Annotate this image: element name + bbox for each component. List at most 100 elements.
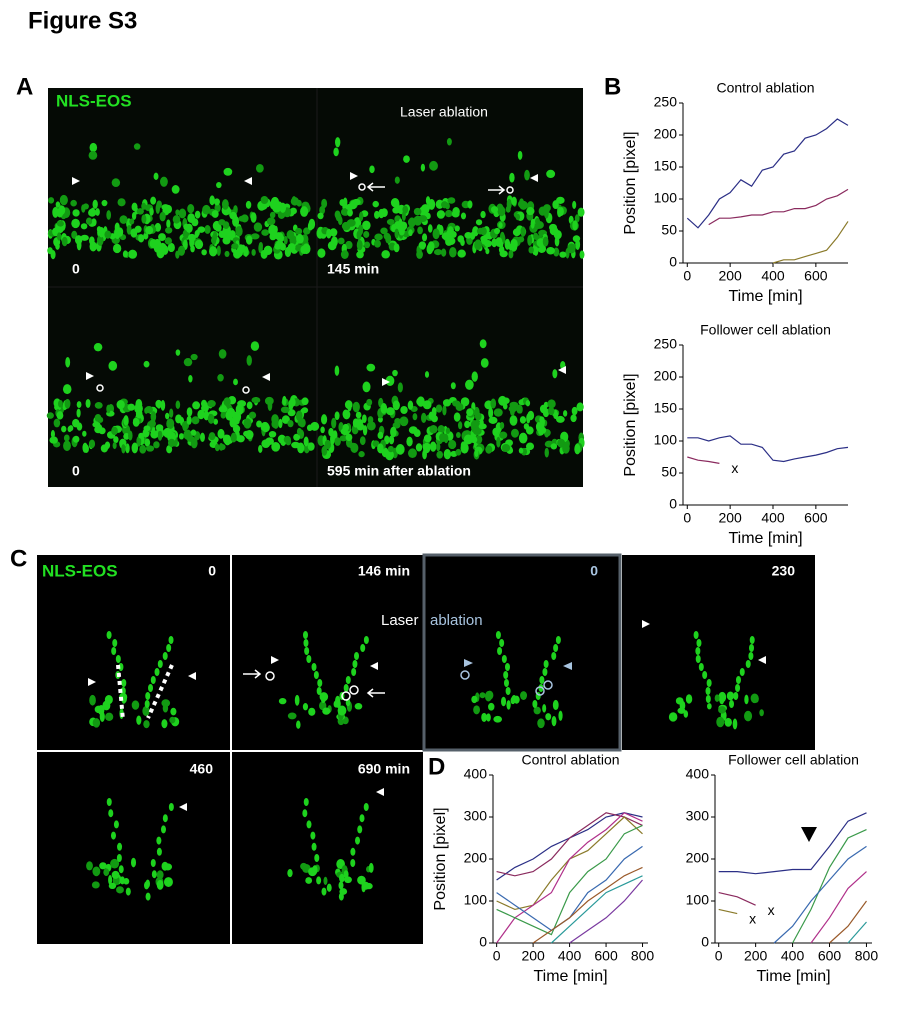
nucleus — [555, 636, 561, 644]
nucleus — [160, 400, 166, 411]
nucleus — [321, 198, 328, 209]
nucleus — [360, 644, 366, 652]
y-tick-label: 150 — [654, 158, 678, 174]
nucleus — [471, 371, 478, 382]
nucleus — [729, 700, 735, 708]
nucleus — [422, 233, 428, 242]
nucleus — [361, 414, 367, 423]
nucleus — [547, 406, 555, 416]
nucleus — [334, 365, 340, 376]
nucleus — [154, 668, 160, 676]
nucleus — [92, 866, 101, 877]
annotation: ablation — [430, 612, 483, 629]
nucleus — [343, 870, 349, 879]
nucleus — [359, 436, 366, 446]
nucleus — [350, 859, 356, 867]
x-tick-label: 400 — [781, 948, 805, 964]
nucleus — [133, 143, 141, 150]
nucleus — [283, 435, 292, 444]
y-tick-label: 250 — [654, 94, 678, 110]
x-tick-label: 400 — [558, 948, 582, 964]
y-tick-label: 250 — [654, 336, 678, 352]
nucleus — [94, 413, 102, 422]
nucleus — [567, 243, 576, 254]
nucleus — [212, 230, 218, 242]
nucleus — [128, 249, 138, 259]
nucleus — [115, 655, 121, 663]
x-tick-label: 200 — [744, 948, 768, 964]
nucleus — [138, 432, 145, 439]
nucleus — [488, 416, 498, 424]
nucleus — [116, 886, 124, 894]
nucleus — [357, 875, 366, 885]
y-tick-label: 200 — [686, 850, 710, 866]
nucleus — [71, 218, 80, 229]
nucleus — [445, 209, 453, 218]
nucleus — [501, 443, 511, 452]
nucleus — [89, 694, 96, 706]
nucleus — [474, 448, 479, 458]
nucleus — [312, 865, 318, 874]
nucleus — [551, 716, 557, 727]
nucleus — [209, 246, 218, 257]
x-tick-label: 200 — [521, 948, 545, 964]
nucleus — [408, 217, 416, 228]
nucleus — [59, 194, 68, 206]
nucleus — [424, 371, 430, 378]
nucleus — [385, 233, 392, 244]
nucleus — [111, 178, 121, 188]
nucleus — [338, 892, 344, 901]
nucleus — [297, 418, 304, 427]
time-label: 460 — [190, 761, 214, 777]
nucleus — [178, 433, 184, 440]
nucleus — [223, 167, 233, 176]
nucleus — [518, 447, 524, 454]
nucleus — [449, 246, 457, 258]
nucleus — [486, 713, 491, 722]
nucleus — [553, 644, 559, 652]
nucleus — [108, 360, 118, 371]
nucleus — [338, 881, 344, 890]
nucleus — [121, 695, 127, 703]
nucleus — [294, 694, 300, 706]
nucleus — [76, 239, 82, 251]
nucleus — [143, 425, 151, 432]
nucleus — [323, 876, 328, 885]
nucleus — [412, 413, 418, 421]
nucleus — [426, 243, 434, 255]
nucleus — [403, 155, 410, 163]
nucleus — [508, 405, 518, 413]
nucleus — [517, 150, 523, 160]
series-line — [718, 908, 738, 915]
nucleus — [287, 869, 293, 878]
series-line — [686, 118, 849, 229]
nucleus — [183, 358, 193, 367]
nucleus — [56, 220, 64, 227]
nucleus — [685, 694, 693, 704]
nucleus — [119, 876, 125, 885]
nucleus — [417, 226, 423, 235]
nucleus — [89, 142, 98, 153]
nucleus — [331, 417, 337, 429]
nucleus — [287, 712, 297, 720]
nucleus — [749, 644, 755, 652]
nucleus — [300, 206, 309, 217]
nucleus — [229, 211, 237, 220]
nucleus — [425, 196, 431, 205]
nucleus — [171, 185, 180, 194]
nucleus — [472, 427, 482, 436]
nucleus — [222, 221, 230, 229]
nucleus — [350, 847, 356, 856]
nucleus — [302, 703, 309, 711]
nucleus — [194, 239, 204, 250]
nucleus — [533, 246, 539, 256]
nucleus — [295, 227, 303, 235]
nucleus — [65, 356, 71, 368]
nucleus — [423, 434, 432, 443]
nucleus — [320, 695, 326, 703]
annotation: x — [768, 902, 775, 918]
arrowheads — [464, 659, 572, 670]
nucleus — [187, 204, 195, 214]
nucleus — [148, 684, 154, 692]
nucleus — [111, 647, 117, 655]
